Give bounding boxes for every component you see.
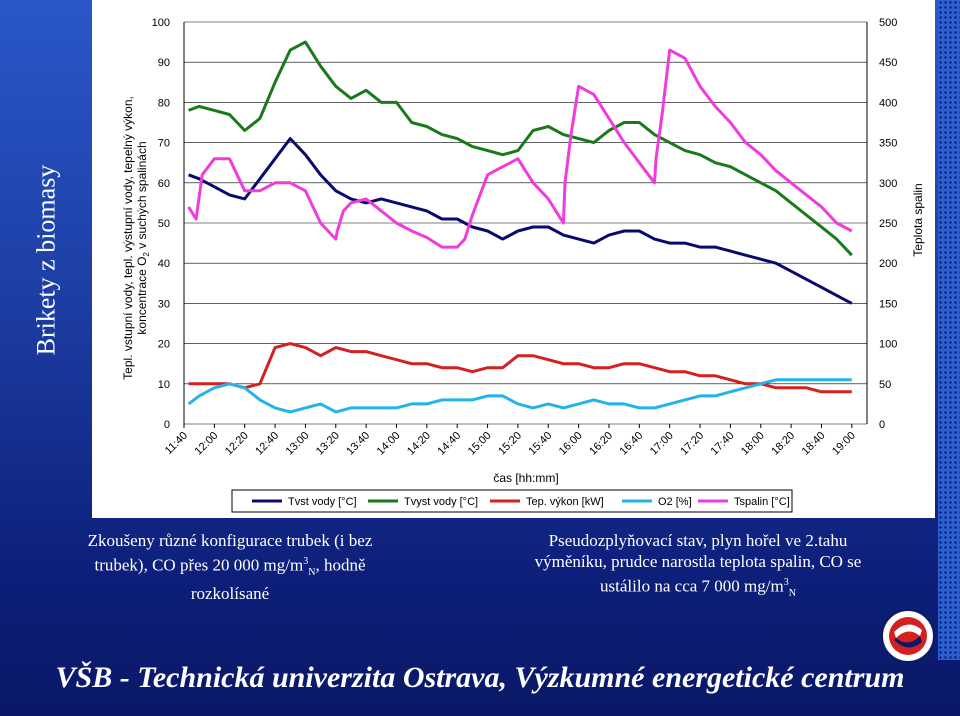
y2-tick-label: 300 [879, 178, 897, 190]
x-tick-label: 12:20 [223, 430, 251, 458]
x-tick-label: 17:00 [648, 430, 676, 458]
chart-axes: 0 0 10 50 20 100 30 150 40 200 50 250 60 300 70 350 80 40… [152, 17, 898, 458]
y2-tick-label: 150 [879, 298, 897, 310]
y-tick-label: 30 [158, 298, 170, 310]
series-line-tvst [188, 137, 853, 305]
y-tick-label: 60 [158, 178, 170, 190]
y2-tick-label: 450 [879, 57, 897, 69]
x-tick-label: 15:00 [466, 430, 494, 458]
x-tick-label: 18:00 [739, 430, 767, 458]
y2-tick-label: 0 [879, 419, 885, 431]
x-tick-label: 14:20 [405, 430, 433, 458]
chart-legend: Tvst vody [°C] Tvyst vody [°C] Tep. výkon … [231, 489, 793, 513]
legend-label-vykon: Tep. výkon [kW] [526, 496, 604, 508]
x-tick-label: 12:40 [253, 430, 281, 458]
y-axis-label-line1: Tepl. vstupní vody, tepl. výstupní vody,… [121, 96, 135, 380]
chart-panel: 0 0 10 50 20 100 30 150 40 200 50 250 60 300 70 350 80 40… [92, 0, 935, 518]
y2-tick-label: 500 [879, 17, 897, 29]
series-line-tvyst [188, 40, 853, 257]
legend-label-tvyst: Tvyst vody [°C] [404, 496, 478, 508]
y2-tick-label: 50 [879, 379, 891, 391]
y-tick-label: 90 [158, 57, 170, 69]
x-tick-label: 18:20 [769, 430, 797, 458]
y-tick-label: 70 [158, 138, 170, 150]
side-title-text: Brikety z biomasy [31, 164, 61, 356]
dotted-strip [938, 0, 960, 660]
y2-tick-label: 350 [879, 138, 897, 150]
note-left-line1: Zkoušeny různé konfigurace trubek (i bez [87, 531, 373, 550]
y-tick-label: 10 [158, 379, 170, 391]
series-line-o2 [187, 378, 852, 414]
y-tick-label: 80 [158, 97, 170, 109]
x-tick-label: 14:00 [375, 430, 403, 458]
x-tick-label: 16:40 [618, 430, 646, 458]
y-tick-label: 100 [152, 17, 170, 29]
x-tick-label: 17:40 [709, 430, 737, 458]
chart-series [187, 40, 853, 414]
x-tick-label: 11:40 [163, 430, 190, 457]
y2-tick-label: 100 [879, 339, 897, 351]
note-right: Pseudozplyňovací stav, plyn hořel ve 2.t… [498, 530, 898, 604]
y-tick-label: 20 [158, 339, 170, 351]
vsb-logo-icon [881, 609, 935, 663]
note-right-line3: ustálilo na cca 7 000 mg/m3N [600, 576, 796, 600]
line-chart: 0 0 10 50 20 100 30 150 40 200 50 250 60 300 70 350 80 40… [121, 17, 925, 513]
x-tick-label: 13:20 [314, 430, 342, 458]
legend-label-tspalin: Tspalin [°C] [734, 496, 790, 508]
series-line-tspalin [187, 48, 853, 249]
series-line-vykon [188, 342, 852, 394]
legend-label-tvst: Tvst vody [°C] [288, 496, 357, 508]
y2-tick-label: 200 [879, 258, 897, 270]
x-tick-label: 19:00 [830, 430, 858, 458]
y-tick-label: 50 [158, 218, 170, 230]
legend-label-o2: O2 [%] [658, 496, 692, 508]
x-tick-label: 12:00 [193, 430, 221, 458]
x-tick-label: 13:00 [284, 430, 312, 458]
x-tick-label: 15:20 [496, 430, 524, 458]
note-right-line2: výměníku, prudce narostla teplota spalin… [534, 552, 862, 571]
y-axis-label-line2: koncentrace O2 v suchých spalinách [135, 141, 151, 334]
note-left-line3: rozkolísané [190, 584, 270, 604]
x-tick-label: 17:20 [678, 430, 706, 458]
y2-tick-label: 400 [879, 97, 897, 109]
x-tick-label: 18:40 [800, 430, 828, 458]
note-right-line1: Pseudozplyňovací stav, plyn hořel ve 2.t… [548, 531, 848, 550]
note-left-line2: trubek), CO přes 20 000 mg/m3N, hodně [94, 555, 366, 579]
footer-title: VŠB - Technická univerzita Ostrava, Výzk… [55, 661, 905, 694]
y-tick-label: 0 [164, 419, 170, 431]
x-tick-label: 15:40 [526, 430, 554, 458]
x-axis-label: čas [hh:mm] [493, 471, 558, 485]
side-title: Brikety z biomasy [0, 0, 92, 520]
x-tick-label: 13:40 [344, 430, 372, 458]
y-tick-label: 40 [158, 258, 170, 270]
y2-axis-label: Teplota spalin [911, 183, 925, 256]
y2-tick-label: 250 [879, 218, 897, 230]
x-tick-label: 16:00 [557, 430, 585, 458]
x-tick-label: 14:40 [435, 430, 463, 458]
x-tick-label: 16:20 [587, 430, 615, 458]
note-left: Zkoušeny různé konfigurace trubek (i bez… [60, 530, 400, 604]
